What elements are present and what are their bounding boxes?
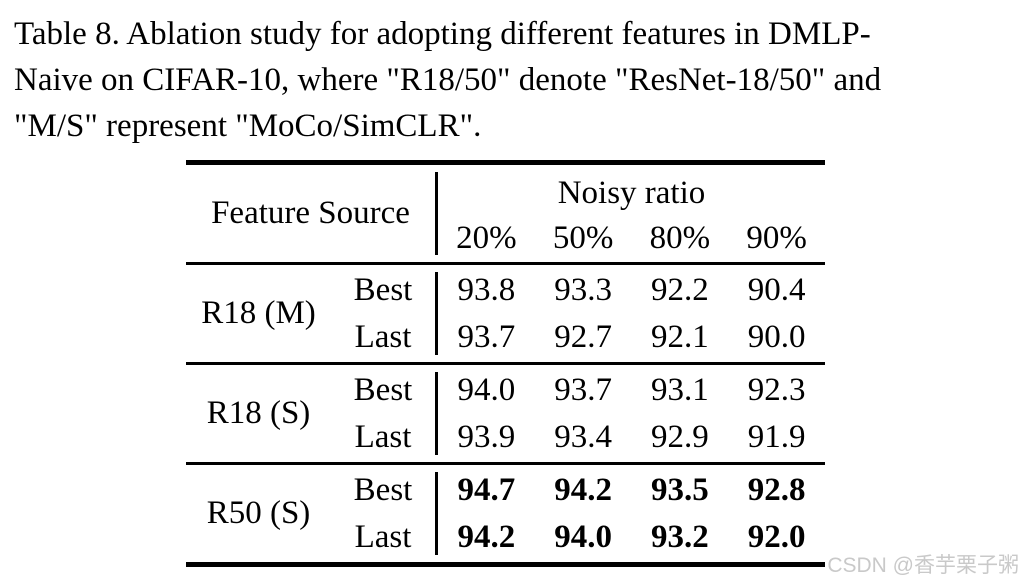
noise-level-header-20: 20% [456,219,517,256]
ablation-table: Feature Source Noisy ratio 20% 50% 80% 9… [186,160,825,567]
table-block-r50s: R50 (S) Best Last 94.7 94.2 93.5 92.8 94… [186,465,825,562]
cell-value: 93.7 [457,318,516,355]
noisy-ratio-header-group: Noisy ratio 20% 50% 80% 90% [438,165,825,262]
metric-label-best: Best [353,471,413,508]
table-header-row: Feature Source Noisy ratio 20% 50% 80% 9… [186,165,825,262]
table-block-r18s: R18 (S) Best Last 94.0 93.7 93.1 92.3 93… [186,365,825,462]
cell-value: 92.9 [651,418,709,455]
cell-value: 92.3 [747,371,806,408]
cell-value: 93.2 [651,518,709,555]
cell-value: 93.5 [651,471,709,508]
table-row-best: 94.0 93.7 93.1 92.3 [438,367,825,414]
feature-name: R18 (M) [201,295,316,331]
table-row-last: 93.7 92.7 92.1 90.0 [438,314,825,361]
table-mid-rule [186,462,825,465]
metric-label-best: Best [353,371,413,408]
table-row-best: 94.7 94.2 93.5 92.8 [438,467,825,514]
metric-label-last: Last [354,318,412,355]
column-divider [435,472,438,555]
table-bottom-rule [186,562,825,567]
table-row-best: 93.8 93.3 92.2 90.4 [438,267,825,314]
feature-source-header: Feature Source [211,195,410,231]
table-mid-rule [186,262,825,265]
column-divider [435,272,438,355]
cell-value: 94.0 [457,371,516,408]
csdn-watermark: CSDN @香芋栗子粥 [827,554,1019,577]
cell-value: 94.2 [554,471,612,508]
table-row-last: 94.2 94.0 93.2 92.0 [438,514,825,561]
cell-value: 92.1 [651,318,709,355]
cell-value: 90.4 [747,271,806,308]
cell-value: 92.8 [747,471,806,508]
cell-value: 94.0 [554,518,612,555]
table-top-rule [186,160,825,165]
cell-value: 94.2 [457,518,516,555]
metric-labels: Best Last [331,365,435,462]
noise-level-header-80: 80% [649,219,711,256]
table-mid-rule [186,362,825,365]
noise-level-header-90: 90% [746,219,807,256]
table-row-last: 93.9 93.4 92.9 91.9 [438,414,825,461]
noise-level-header-50: 50% [552,219,614,256]
cell-value: 92.7 [554,318,612,355]
cell-value: 93.3 [554,271,612,308]
cell-value: 93.4 [554,418,612,455]
noise-level-headers: 20% 50% 80% 90% [438,214,825,262]
feature-name: R50 (S) [206,495,311,531]
metric-label-last: Last [354,518,412,555]
noisy-ratio-header: Noisy ratio [557,175,706,212]
table-block-r18m: R18 (M) Best Last 93.8 93.3 92.2 90.4 93… [186,265,825,362]
cell-value: 92.0 [747,518,806,555]
value-grid: 94.0 93.7 93.1 92.3 93.9 93.4 92.9 91.9 [438,365,825,462]
metric-labels: Best Last [331,265,435,362]
value-grid: 94.7 94.2 93.5 92.8 94.2 94.0 93.2 92.0 [438,465,825,562]
column-divider [435,372,438,455]
cell-value: 92.2 [651,271,709,308]
cell-value: 93.1 [651,371,709,408]
column-divider [435,172,438,255]
caption-line-2: Naive on CIFAR-10, where "R18/50" denote… [14,62,882,98]
cell-value: 90.0 [747,318,806,355]
cell-value: 93.9 [457,418,516,455]
metric-label-best: Best [353,271,413,308]
metric-label-last: Last [354,418,412,455]
caption-line-3: "M/S" represent "MoCo/SimCLR". [14,108,482,144]
table-caption: Table 8. Ablation study for adopting dif… [14,11,1018,149]
value-grid: 93.8 93.3 92.2 90.4 93.7 92.7 92.1 90.0 [438,265,825,362]
cell-value: 94.7 [457,471,516,508]
feature-name: R18 (S) [206,395,311,431]
cell-value: 91.9 [747,418,806,455]
cell-value: 93.8 [457,271,516,308]
metric-labels: Best Last [331,465,435,562]
cell-value: 93.7 [554,371,612,408]
caption-line-1: Table 8. Ablation study for adopting dif… [14,16,871,52]
